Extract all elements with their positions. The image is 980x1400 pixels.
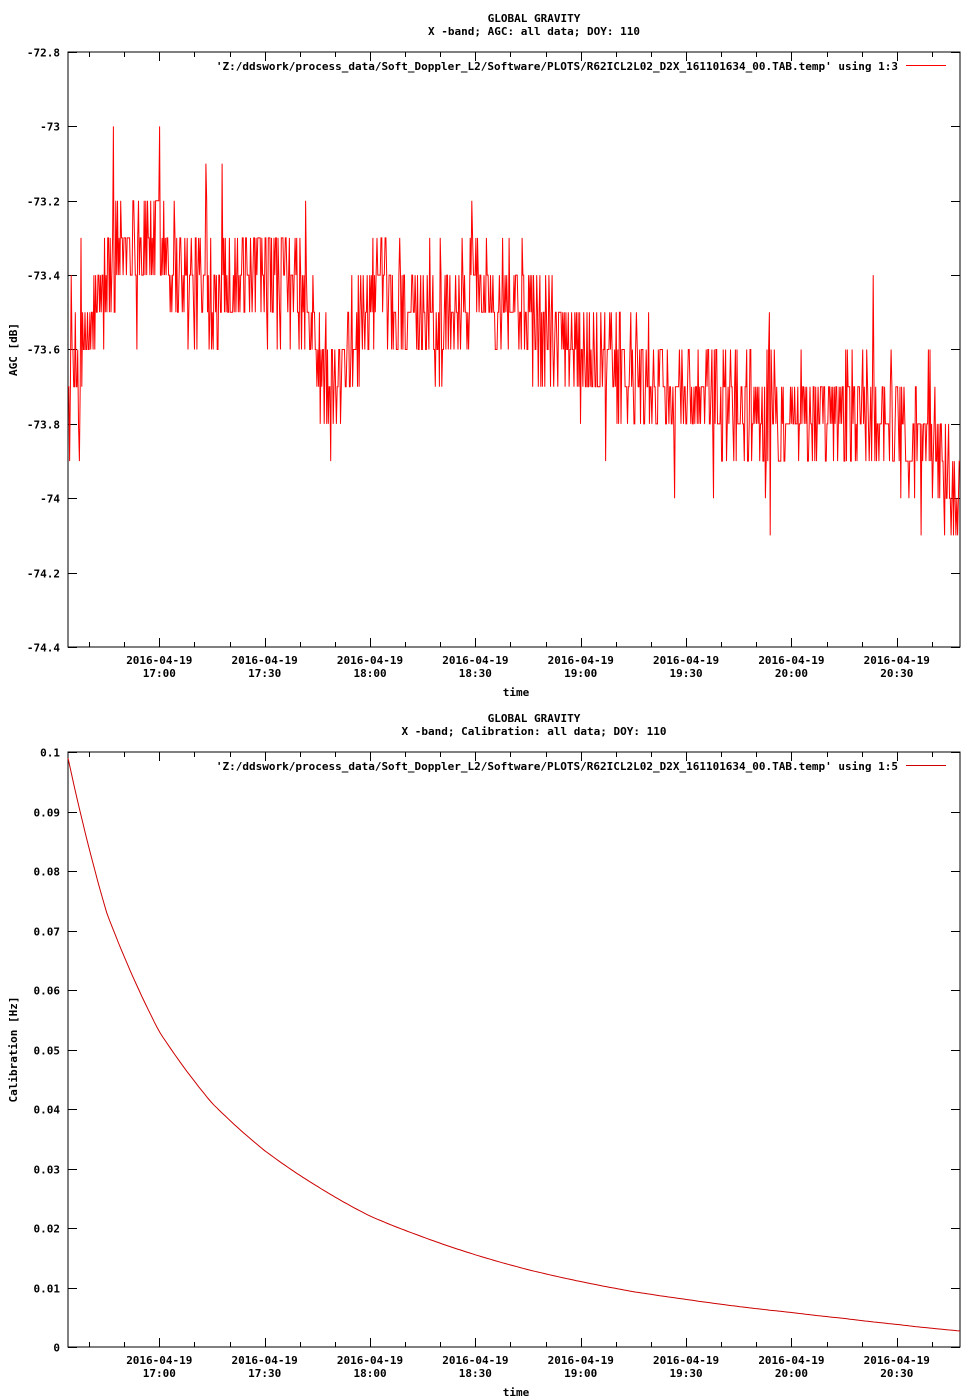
- chart-subtitle: X -band; AGC: all data; DOY: 110: [428, 25, 640, 38]
- y-tick-label: -73.8: [27, 419, 60, 432]
- y-axis-label: AGC [dB]: [7, 323, 20, 376]
- y-axis-label: Calibration [Hz]: [7, 997, 20, 1103]
- x-tick-time-label: 19:30: [670, 1367, 703, 1380]
- chart-title: GLOBAL GRAVITY: [488, 12, 581, 25]
- data-series-line: [67, 757, 961, 1332]
- x-tick-time-label: 18:00: [353, 667, 386, 680]
- y-tick-label: 0.02: [34, 1223, 61, 1236]
- x-tick-date-label: 2016-04-19: [864, 1354, 930, 1367]
- x-tick-time-label: 20:30: [880, 667, 913, 680]
- y-tick-label: 0.08: [34, 866, 61, 879]
- legend-label: 'Z:/ddswork/process_data/Soft_Doppler_L2…: [216, 60, 898, 73]
- y-tick-label: -72.8: [27, 47, 60, 60]
- y-tick-label: 0: [53, 1342, 60, 1355]
- x-tick-date-label: 2016-04-19: [232, 1354, 298, 1367]
- x-tick-time-label: 19:30: [670, 667, 703, 680]
- plot-frame: [67, 51, 961, 648]
- y-tick-label: -74.2: [27, 568, 60, 581]
- x-tick-date-label: 2016-04-19: [653, 654, 719, 667]
- y-tick-label: 0.06: [34, 985, 61, 998]
- legend-label: 'Z:/ddswork/process_data/Soft_Doppler_L2…: [216, 760, 898, 773]
- y-tick-label: 0.07: [34, 926, 61, 939]
- x-tick-time-label: 17:00: [143, 667, 176, 680]
- x-tick-date-label: 2016-04-19: [864, 654, 930, 667]
- x-tick-time-label: 17:00: [143, 1367, 176, 1380]
- x-tick-date-label: 2016-04-19: [548, 1354, 614, 1367]
- x-tick-date-label: 2016-04-19: [758, 1354, 824, 1367]
- x-tick-date-label: 2016-04-19: [232, 654, 298, 667]
- x-axis-label: time: [503, 686, 530, 699]
- x-tick-date-label: 2016-04-19: [337, 654, 403, 667]
- x-tick-date-label: 2016-04-19: [442, 654, 508, 667]
- y-tick-label: 0.04: [34, 1104, 61, 1117]
- y-tick-label: -73.4: [27, 270, 60, 283]
- x-tick-date-label: 2016-04-19: [653, 1354, 719, 1367]
- x-tick-date-label: 2016-04-19: [126, 1354, 192, 1367]
- x-tick-time-label: 18:30: [459, 667, 492, 680]
- data-series-line: [68, 126, 960, 536]
- y-tick-label: 0.05: [34, 1045, 61, 1058]
- y-tick-label: -74.4: [27, 642, 60, 655]
- y-tick-label: -73: [40, 121, 60, 134]
- y-tick-label: -73.2: [27, 196, 60, 209]
- x-tick-time-label: 17:30: [248, 1367, 281, 1380]
- chart-subtitle: X -band; Calibration: all data; DOY: 110: [402, 725, 667, 738]
- y-tick-label: 0.09: [34, 807, 61, 820]
- plot-frame: [67, 751, 961, 1348]
- y-tick-label: 0.03: [34, 1164, 61, 1177]
- x-tick-date-label: 2016-04-19: [337, 1354, 403, 1367]
- x-tick-time-label: 17:30: [248, 667, 281, 680]
- y-tick-label: -73.6: [27, 344, 60, 357]
- x-tick-date-label: 2016-04-19: [126, 654, 192, 667]
- y-tick-label: -74: [40, 493, 60, 506]
- y-tick-label: 0.01: [34, 1283, 61, 1296]
- x-tick-time-label: 18:30: [459, 1367, 492, 1380]
- x-axis-label: time: [503, 1386, 530, 1399]
- x-tick-time-label: 20:00: [775, 667, 808, 680]
- x-tick-time-label: 19:00: [564, 667, 597, 680]
- x-tick-time-label: 20:30: [880, 1367, 913, 1380]
- x-tick-date-label: 2016-04-19: [548, 654, 614, 667]
- x-tick-time-label: 20:00: [775, 1367, 808, 1380]
- chart-title: GLOBAL GRAVITY: [488, 712, 581, 725]
- x-tick-date-label: 2016-04-19: [758, 654, 824, 667]
- x-tick-time-label: 19:00: [564, 1367, 597, 1380]
- x-tick-date-label: 2016-04-19: [442, 1354, 508, 1367]
- y-tick-label: 0.1: [40, 747, 60, 760]
- x-tick-time-label: 18:00: [353, 1367, 386, 1380]
